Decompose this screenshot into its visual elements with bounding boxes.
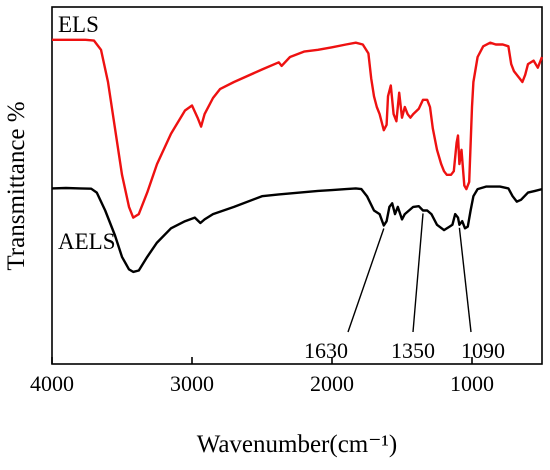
annotation-label: 1350 bbox=[391, 338, 435, 363]
plot-frame bbox=[51, 6, 543, 365]
annotation-leader bbox=[347, 228, 385, 333]
x-tick-label: 2000 bbox=[310, 371, 354, 396]
annotation-label: 1090 bbox=[461, 338, 505, 363]
series-label-els: ELS bbox=[58, 12, 99, 37]
annotation-leader bbox=[412, 213, 424, 333]
annotation-leader bbox=[458, 227, 472, 333]
x-axis-title: Wavenumber(cm⁻¹) bbox=[197, 431, 398, 458]
x-tick-label: 1000 bbox=[450, 371, 494, 396]
x-tick-label: 4000 bbox=[30, 371, 74, 396]
x-axis-ticks: 4000 3000 2000 1000 bbox=[30, 357, 494, 396]
series-label-aels: AELS bbox=[58, 229, 116, 254]
series-line-els bbox=[52, 38, 544, 219]
y-axis-title: Transmittance % bbox=[3, 101, 30, 270]
x-tick-label: 3000 bbox=[170, 371, 214, 396]
series-lines bbox=[51, 38, 544, 274]
series-line-aels bbox=[51, 185, 543, 274]
annotation-label: 1630 bbox=[304, 338, 348, 363]
peak-annotations: 1630 1350 1090 bbox=[304, 213, 505, 363]
